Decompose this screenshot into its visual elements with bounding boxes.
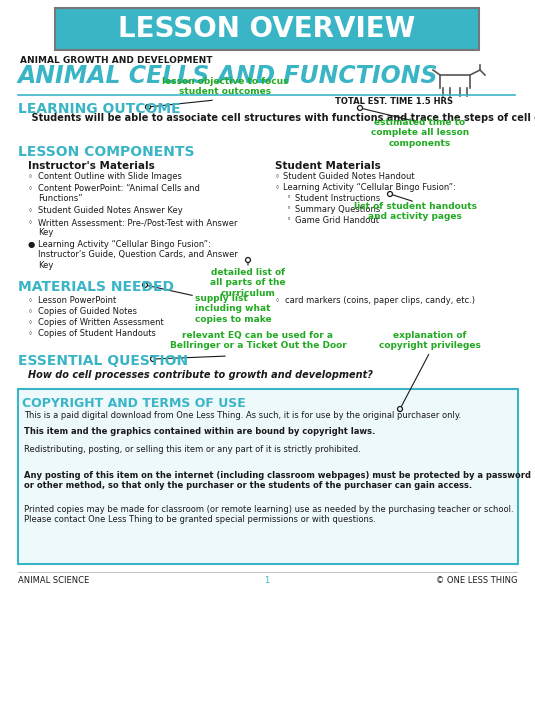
Text: ◦: ◦ — [287, 205, 291, 211]
Text: ●: ● — [28, 240, 35, 249]
Text: lesson objective to focus
student outcomes: lesson objective to focus student outcom… — [162, 76, 288, 96]
Text: Student Instructions: Student Instructions — [295, 194, 380, 203]
Text: Redistributing, posting, or selling this item or any part of it is strictly proh: Redistributing, posting, or selling this… — [24, 445, 361, 454]
Text: ◦: ◦ — [287, 216, 291, 222]
Text: LESSON COMPONENTS: LESSON COMPONENTS — [18, 145, 195, 159]
Text: COPYRIGHT AND TERMS OF USE: COPYRIGHT AND TERMS OF USE — [22, 397, 246, 410]
Text: TOTAL EST. TIME 1.5 HRS: TOTAL EST. TIME 1.5 HRS — [335, 97, 453, 106]
Text: ◦: ◦ — [28, 218, 33, 227]
Text: Any posting of this item on the internet (including classroom webpages) must be : Any posting of this item on the internet… — [24, 471, 531, 490]
Text: MATERIALS NEEDED: MATERIALS NEEDED — [18, 280, 174, 294]
Text: Content PowerPoint: “Animal Cells and
Functions”: Content PowerPoint: “Animal Cells and Fu… — [38, 184, 200, 203]
Text: LESSON OVERVIEW: LESSON OVERVIEW — [118, 15, 416, 43]
Text: list of student handouts
and activity pages: list of student handouts and activity pa… — [354, 202, 477, 222]
Text: How do cell processes contribute to growth and development?: How do cell processes contribute to grow… — [28, 370, 373, 380]
Text: Copies of Guided Notes: Copies of Guided Notes — [38, 307, 137, 316]
Text: detailed list of
all parts of the
curriculum: detailed list of all parts of the curric… — [210, 268, 286, 298]
Text: Students will be able to associate cell structures with functions and trace the : Students will be able to associate cell … — [18, 113, 535, 123]
Text: This item and the graphics contained within are bound by copyright laws.: This item and the graphics contained wit… — [24, 427, 375, 436]
Text: Content Outline with Slide Images: Content Outline with Slide Images — [38, 172, 182, 181]
Text: Written Assessment: Pre-/Post-Test with Answer
Key: Written Assessment: Pre-/Post-Test with … — [38, 218, 238, 238]
Text: explanation of
copyright privileges: explanation of copyright privileges — [379, 330, 481, 350]
Text: Lesson PowerPoint: Lesson PowerPoint — [38, 296, 116, 305]
Text: This is a paid digital download from One Less Thing. As such, it is for use by t: This is a paid digital download from One… — [24, 411, 461, 420]
Text: ◦: ◦ — [28, 184, 33, 193]
Text: LEARNING OUTCOME: LEARNING OUTCOME — [18, 102, 181, 116]
Text: ◦: ◦ — [28, 318, 33, 327]
Text: Printed copies may be made for classroom (or remote learning) use as needed by t: Printed copies may be made for classroom… — [24, 505, 514, 524]
Bar — [55, 8, 479, 50]
Text: Game Grid Handout: Game Grid Handout — [295, 216, 379, 225]
Text: estimated time to
complete all lesson
components: estimated time to complete all lesson co… — [371, 118, 469, 148]
Text: ◦: ◦ — [28, 206, 33, 215]
Bar — [18, 389, 518, 564]
Text: 1: 1 — [264, 576, 270, 585]
Text: Instructor's Materials: Instructor's Materials — [28, 161, 155, 171]
Text: ANIMAL GROWTH AND DEVELOPMENT: ANIMAL GROWTH AND DEVELOPMENT — [20, 56, 212, 65]
Text: ◦: ◦ — [28, 296, 33, 305]
Text: Learning Activity “Cellular Bingo Fusion”:: Learning Activity “Cellular Bingo Fusion… — [283, 183, 456, 192]
Text: © ONE LESS THING: © ONE LESS THING — [435, 576, 517, 585]
Text: ◦: ◦ — [28, 329, 33, 338]
Text: card markers (coins, paper clips, candy, etc.): card markers (coins, paper clips, candy,… — [285, 296, 475, 305]
Text: ◦: ◦ — [287, 194, 291, 200]
Text: ANIMAL SCIENCE: ANIMAL SCIENCE — [18, 576, 89, 585]
Text: ◦: ◦ — [275, 183, 280, 192]
Text: ANIMAL CELLS AND FUNCTIONS: ANIMAL CELLS AND FUNCTIONS — [18, 64, 439, 88]
Text: Student Guided Notes Answer Key: Student Guided Notes Answer Key — [38, 206, 183, 215]
Text: Student Guided Notes Handout: Student Guided Notes Handout — [283, 172, 415, 181]
Text: Summary Questions: Summary Questions — [295, 205, 380, 214]
Text: Copies of Written Assessment: Copies of Written Assessment — [38, 318, 164, 327]
Text: ◦: ◦ — [275, 172, 280, 181]
Text: ◦: ◦ — [275, 296, 280, 305]
Text: Student Materials: Student Materials — [275, 161, 381, 171]
Text: ◦: ◦ — [28, 307, 33, 316]
Text: Copies of Student Handouts: Copies of Student Handouts — [38, 329, 156, 338]
Text: Learning Activity “Cellular Bingo Fusion”:
Instructor’s Guide, Question Cards, a: Learning Activity “Cellular Bingo Fusion… — [38, 240, 238, 270]
Text: ESSENTIAL QUESTION: ESSENTIAL QUESTION — [18, 354, 188, 368]
Text: supply list
including what
copies to make: supply list including what copies to mak… — [195, 294, 272, 324]
Text: relevant EQ can be used for a
Bellringer or a Ticket Out the Door: relevant EQ can be used for a Bellringer… — [170, 330, 346, 350]
Text: ◦: ◦ — [28, 172, 33, 181]
